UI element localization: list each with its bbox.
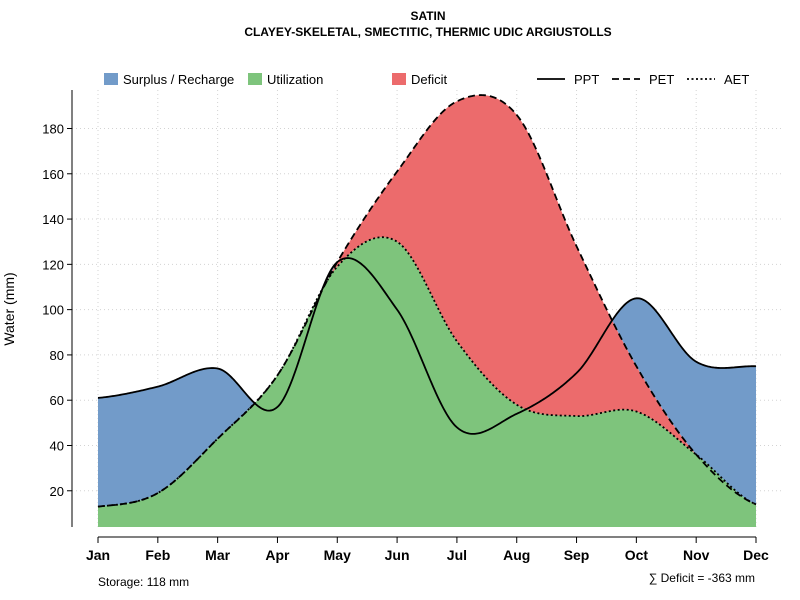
x-tick-label: Jun — [385, 547, 410, 563]
x-tick-label: Feb — [145, 547, 170, 563]
legend-item-pet: PET — [612, 72, 674, 87]
y-tick-label: 160 — [42, 167, 64, 182]
x-tick-label: Jul — [447, 547, 467, 563]
x-tick-label: Mar — [205, 547, 230, 563]
legend-label: Surplus / Recharge — [123, 72, 234, 87]
legend-swatch — [104, 73, 118, 85]
y-tick-label: 140 — [42, 212, 64, 227]
area-fills — [98, 95, 756, 527]
legend-swatch — [392, 73, 406, 85]
x-tick-label: Dec — [743, 547, 769, 563]
ppt-line — [97, 257, 757, 435]
legend-item-surplus-recharge: Surplus / Recharge — [104, 72, 234, 87]
legend-item-aet: AET — [687, 72, 749, 87]
legend-label: AET — [724, 72, 749, 87]
legend-label: Utilization — [267, 72, 323, 87]
x-tick-label: May — [324, 547, 351, 563]
x-tick-label: Nov — [683, 547, 710, 563]
surplus-area — [98, 95, 756, 507]
y-tick-label: 120 — [42, 257, 64, 272]
x-tick-label: Apr — [265, 547, 290, 563]
x-tick-label: Aug — [503, 547, 530, 563]
x-tick-label: Oct — [625, 547, 649, 563]
legend-item-deficit: Deficit — [392, 72, 448, 87]
deficit-note: ∑ Deficit = -363 mm — [649, 571, 755, 585]
y-tick-label: 180 — [42, 121, 64, 136]
y-tick-label: 100 — [42, 303, 64, 318]
y-tick-label: 80 — [50, 348, 64, 363]
legend-swatch — [248, 73, 262, 85]
legend-label: PET — [649, 72, 674, 87]
chart-title: SATIN — [410, 9, 445, 23]
series-lines — [97, 94, 757, 508]
deficit-area — [98, 95, 756, 507]
legend-item-utilization: Utilization — [248, 72, 323, 87]
storage-note: Storage: 118 mm — [98, 575, 189, 589]
legend-label: Deficit — [411, 72, 448, 87]
legend-label: PPT — [574, 72, 599, 87]
x-tick-label: Jan — [86, 547, 110, 563]
utilization-area — [98, 237, 756, 527]
y-tick-label: 40 — [50, 438, 64, 453]
legend: Surplus / Recharge Utilization Deficit PPT P… — [104, 72, 749, 87]
chart-subtitle: CLAYEY-SKELETAL, SMECTITIC, THERMIC UDIC… — [244, 25, 611, 39]
y-tick-label: 20 — [50, 484, 64, 499]
x-tick-label: Sep — [564, 547, 590, 563]
y-axis-title: Water (mm) — [1, 272, 17, 345]
legend-item-ppt: PPT — [537, 72, 599, 87]
axes: 20 40 60 80 100 120 140 160 180 Jan Feb Mar Apr May Ju… — [42, 90, 769, 563]
pet-line — [97, 94, 757, 508]
y-tick-label: 60 — [50, 393, 64, 408]
